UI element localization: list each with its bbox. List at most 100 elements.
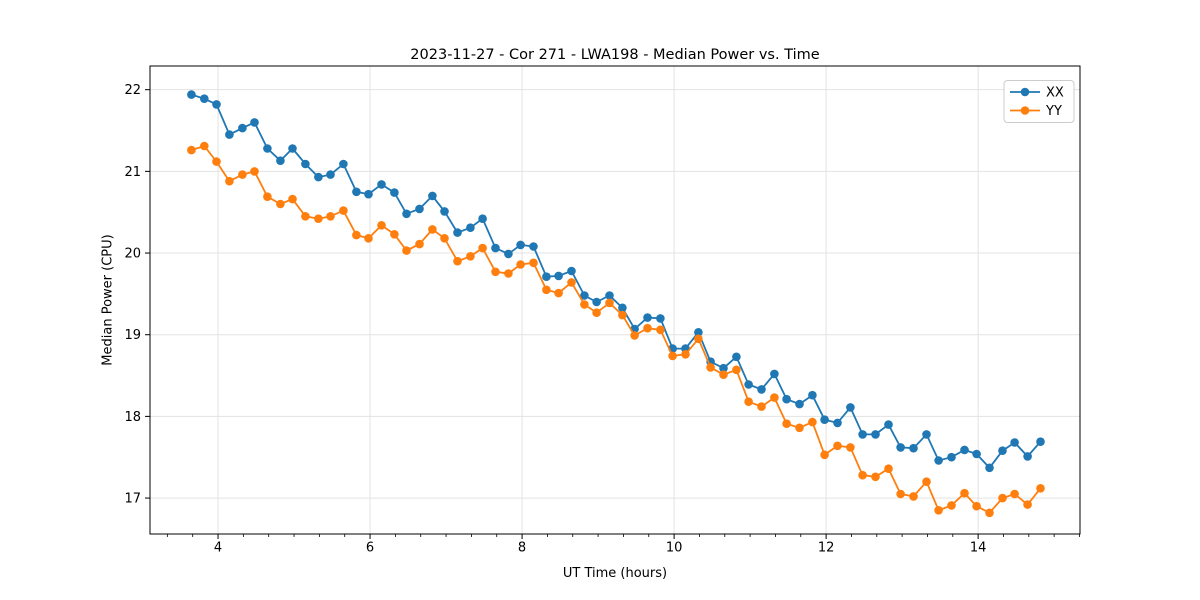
data-point-marker xyxy=(1023,452,1032,461)
data-point-marker xyxy=(782,419,791,429)
plot-border xyxy=(149,65,1081,535)
data-point-marker xyxy=(592,297,601,307)
data-point-marker xyxy=(580,300,589,309)
data-point-marker xyxy=(808,390,817,400)
data-point-marker xyxy=(744,380,753,389)
data-point-marker xyxy=(314,214,323,223)
data-point-marker xyxy=(592,308,601,318)
x-axis-label: UT Time (hours) xyxy=(562,566,668,581)
data-point-marker xyxy=(225,176,234,186)
data-point-marker xyxy=(947,452,956,462)
x-tick-label: 4 xyxy=(214,541,222,556)
data-point-marker xyxy=(390,230,399,239)
data-point-marker xyxy=(491,267,500,277)
data-point-marker xyxy=(947,501,956,510)
data-point-marker xyxy=(276,199,285,209)
data-point-marker xyxy=(846,403,855,412)
data-point-marker xyxy=(529,242,538,251)
data-point-marker xyxy=(288,144,297,153)
x-tick-label: 6 xyxy=(366,541,374,556)
data-point-marker xyxy=(1010,489,1019,499)
data-point-marker xyxy=(896,489,905,499)
data-point-marker xyxy=(757,402,766,411)
data-point-marker xyxy=(934,506,943,515)
data-point-marker xyxy=(643,323,652,333)
data-point-marker xyxy=(618,303,627,313)
data-point-marker xyxy=(415,239,424,249)
x-tick-label: 8 xyxy=(518,541,526,556)
data-point-marker xyxy=(225,130,234,139)
data-point-marker xyxy=(960,488,969,498)
data-point-marker xyxy=(833,418,842,428)
data-point-marker xyxy=(580,291,589,300)
y-tick-label: 21 xyxy=(124,165,141,180)
data-point-marker xyxy=(744,397,753,407)
data-point-marker xyxy=(554,271,563,281)
data-point-marker xyxy=(833,441,842,451)
data-point-marker xyxy=(732,365,741,375)
data-point-marker xyxy=(238,170,247,179)
data-point-marker xyxy=(200,94,209,103)
data-point-marker xyxy=(301,159,310,169)
data-point-marker xyxy=(618,310,627,320)
data-point-marker xyxy=(795,423,804,433)
y-tick-label: 22 xyxy=(124,83,141,98)
data-point-marker xyxy=(187,145,196,155)
y-tick-label: 17 xyxy=(124,492,141,507)
data-point-marker xyxy=(377,180,386,189)
data-point-marker xyxy=(770,393,779,402)
data-point-marker xyxy=(250,167,259,176)
data-point-marker xyxy=(200,141,209,151)
data-point-marker xyxy=(820,415,829,425)
y-axis-ticks: 17 18 19 20 21 22 xyxy=(124,83,150,507)
data-point-marker xyxy=(884,420,893,429)
data-point-marker xyxy=(998,493,1007,503)
legend: XX YY xyxy=(1003,80,1075,123)
data-point-marker xyxy=(782,394,791,404)
data-point-marker xyxy=(960,445,969,455)
data-point-marker xyxy=(922,430,931,439)
data-point-marker xyxy=(504,269,513,278)
data-point-marker xyxy=(529,258,538,268)
data-point-marker xyxy=(466,251,475,261)
data-point-marker xyxy=(314,172,323,182)
data-point-marker xyxy=(656,325,665,335)
data-point-marker xyxy=(466,223,475,232)
legend-label-XX: XX xyxy=(1046,86,1064,101)
data-point-marker xyxy=(428,225,437,234)
data-point-marker xyxy=(846,443,855,452)
data-point-marker xyxy=(554,288,563,298)
data-point-marker xyxy=(732,352,741,362)
series-YY xyxy=(187,141,1045,518)
data-point-marker xyxy=(896,443,905,452)
data-point-marker xyxy=(339,159,348,169)
y-tick-label: 19 xyxy=(124,328,141,343)
y-tick-label: 20 xyxy=(124,247,141,262)
data-point-marker xyxy=(542,272,551,282)
data-point-marker xyxy=(415,204,424,214)
data-point-marker xyxy=(516,240,525,250)
data-point-marker xyxy=(542,285,551,295)
data-point-marker xyxy=(212,157,221,166)
data-point-marker xyxy=(820,450,829,460)
data-point-marker xyxy=(377,221,386,230)
data-point-marker xyxy=(364,234,373,243)
data-point-marker xyxy=(428,191,437,201)
data-point-marker xyxy=(478,243,487,253)
data-point-marker xyxy=(402,246,411,255)
data-point-marker xyxy=(187,90,196,99)
grid-lines xyxy=(150,66,1080,534)
data-point-marker xyxy=(808,417,817,427)
data-point-marker xyxy=(352,187,361,197)
series-XX xyxy=(187,90,1045,473)
data-point-marker xyxy=(453,256,462,266)
data-point-marker xyxy=(390,188,399,197)
data-point-marker xyxy=(402,209,411,219)
data-point-marker xyxy=(643,313,652,322)
data-point-marker xyxy=(263,192,272,201)
data-point-marker xyxy=(757,385,766,394)
data-point-marker xyxy=(985,508,994,518)
data-point-marker xyxy=(263,144,272,153)
